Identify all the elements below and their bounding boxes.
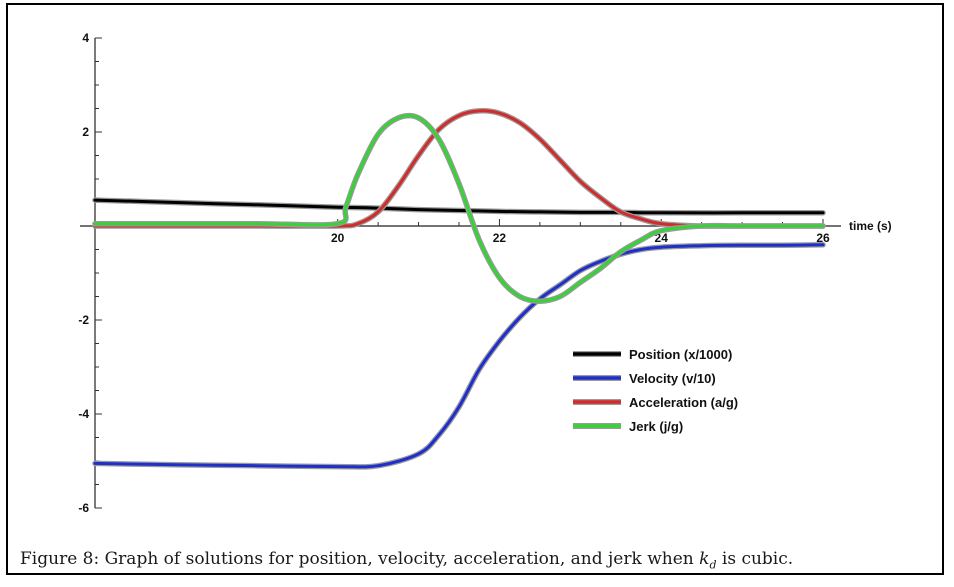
series-line-position [93, 198, 825, 215]
x-tick-label: 20 [331, 231, 345, 245]
caption-suffix: is cubic. [716, 549, 794, 569]
figure-frame [6, 3, 944, 575]
series-line-acceleration [93, 109, 825, 228]
series-line-jerk [93, 114, 825, 303]
caption-text: Figure 8: Graph of solutions for positio… [20, 549, 700, 569]
x-axis-title: time (s) [849, 219, 892, 233]
y-tick-label: -6 [78, 501, 89, 515]
legend-label-jerk: Jerk (j/g) [629, 419, 683, 434]
legend: Position (x/1000) Velocity (v/10) Accelera… [573, 347, 738, 434]
caption-sub: d [709, 558, 717, 572]
legend-label-position: Position (x/1000) [629, 347, 732, 362]
y-tick-label: 2 [82, 125, 89, 139]
caption-var: k [699, 549, 710, 569]
axes [80, 37, 841, 509]
legend-label-acceleration: Acceleration (a/g) [629, 395, 738, 410]
legend-label-velocity: Velocity (v/10) [629, 371, 716, 386]
y-tick-label: 4 [82, 31, 89, 45]
figure-caption: Figure 8: Graph of solutions for positio… [20, 549, 940, 571]
series-line-velocity [93, 243, 825, 469]
y-tick-label: -4 [78, 407, 89, 421]
series-lines [92, 108, 826, 470]
x-tick-label: 22 [493, 231, 507, 245]
y-tick-label: -2 [78, 313, 89, 327]
